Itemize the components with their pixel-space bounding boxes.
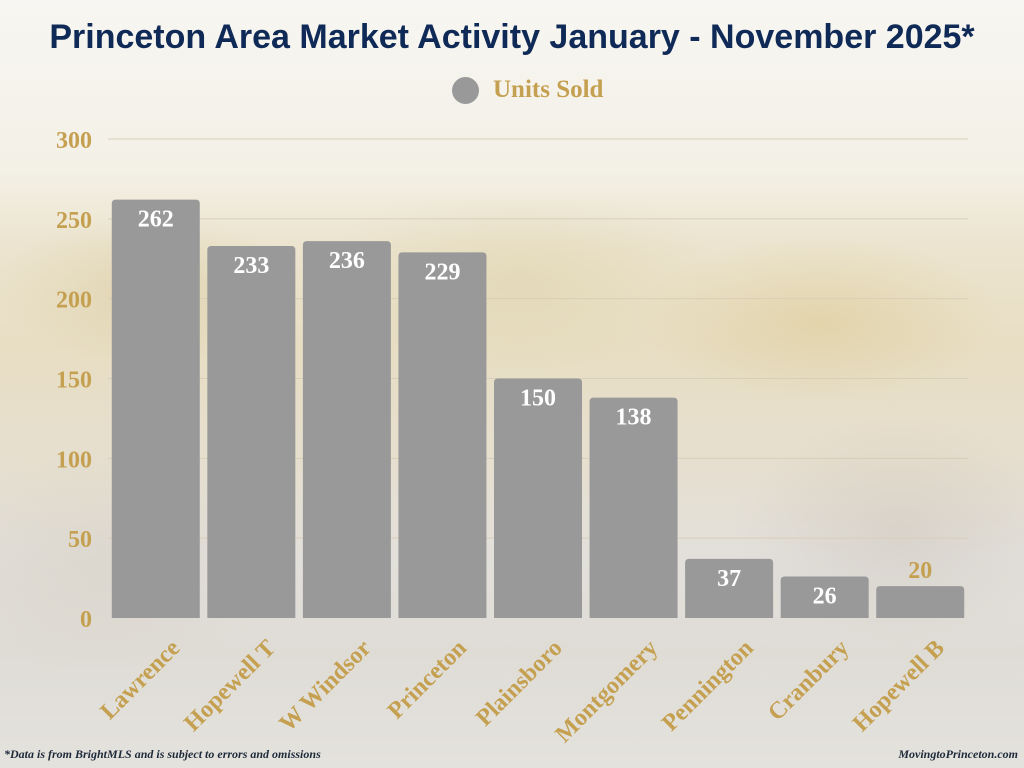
chart-title: Princeton Area Market Activity January -… bbox=[49, 18, 975, 56]
bar-cranbury bbox=[780, 576, 869, 618]
x-tick-label-pennington: Pennington bbox=[657, 635, 758, 736]
y-tick-label-100: 100 bbox=[56, 447, 92, 473]
bar-pennington bbox=[685, 558, 774, 618]
data-label-pennington: 37 bbox=[717, 566, 741, 592]
legend-swatch-units-sold bbox=[452, 76, 479, 104]
y-tick-label-200: 200 bbox=[56, 288, 92, 314]
x-tick-label-w-windsor: W Windsor bbox=[275, 635, 377, 737]
site-credit: MovingtoPrinceton.com bbox=[898, 747, 1018, 761]
data-label-montgomery: 138 bbox=[616, 405, 652, 431]
data-label-hopewell-b: 20 bbox=[908, 558, 932, 584]
y-tick-label-50: 50 bbox=[68, 527, 92, 553]
bar-lawrence bbox=[111, 199, 200, 618]
footnote: *Data is from BrightMLS and is subject t… bbox=[4, 747, 321, 761]
bar-w-windsor bbox=[302, 241, 391, 619]
x-tick-label-lawrence: Lawrence bbox=[96, 635, 186, 725]
bar-plainsboro bbox=[494, 378, 582, 618]
y-tick-label-300: 300 bbox=[56, 128, 92, 154]
bar-princeton bbox=[398, 252, 487, 618]
legend: Units Sold bbox=[452, 76, 603, 104]
data-label-princeton: 229 bbox=[424, 259, 460, 285]
bar-montgomery bbox=[589, 397, 678, 618]
bars: 262 233 236 229 150 138 37 26 20 bbox=[111, 199, 965, 619]
x-tick-label-princeton: Princeton bbox=[383, 635, 472, 724]
data-label-cranbury: 26 bbox=[813, 583, 837, 609]
data-label-plainsboro: 150 bbox=[520, 386, 556, 412]
y-tick-label-250: 250 bbox=[56, 208, 92, 234]
bar-hopewell-t bbox=[207, 245, 296, 618]
x-tick-label-cranbury: Cranbury bbox=[763, 635, 854, 726]
data-label-w-windsor: 236 bbox=[329, 248, 365, 274]
y-axis: 0 50 100 150 200 250 300 bbox=[56, 128, 92, 633]
y-tick-label-150: 150 bbox=[56, 368, 92, 394]
y-tick-label-0: 0 bbox=[80, 607, 92, 633]
x-tick-label-hopewell-b: Hopewell B bbox=[848, 635, 950, 737]
x-tick-label-montgomery: Montgomery bbox=[550, 635, 663, 748]
data-label-lawrence: 262 bbox=[138, 207, 174, 233]
x-tick-label-hopewell-t: Hopewell T bbox=[179, 635, 281, 737]
x-tick-label-plainsboro: Plainsboro bbox=[471, 635, 567, 731]
legend-label-units-sold: Units Sold bbox=[493, 76, 604, 103]
data-label-hopewell-t: 233 bbox=[233, 253, 269, 279]
bar-hopewell-b bbox=[876, 586, 965, 618]
